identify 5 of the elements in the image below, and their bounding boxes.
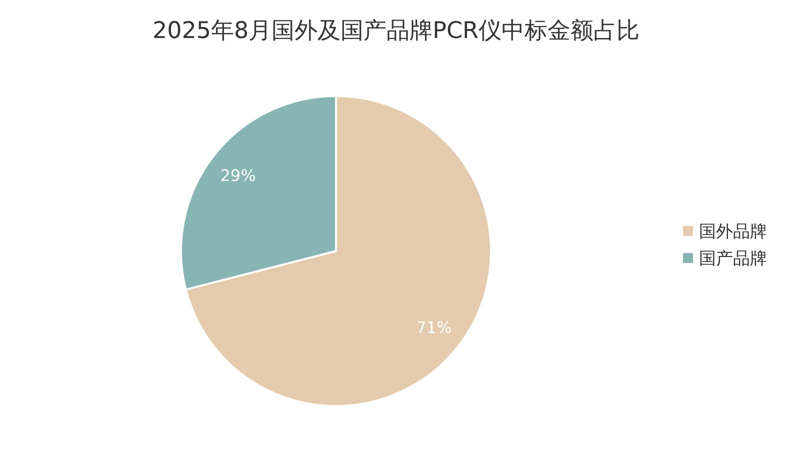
legend-label: 国外品牌 — [699, 222, 767, 242]
label: 71% — [416, 318, 452, 337]
title: 2025年8月国外及国产品牌PCR仪中标金额占比 — [152, 18, 640, 44]
label: 29% — [220, 166, 256, 185]
legend-label: 国产品牌 — [699, 249, 767, 269]
